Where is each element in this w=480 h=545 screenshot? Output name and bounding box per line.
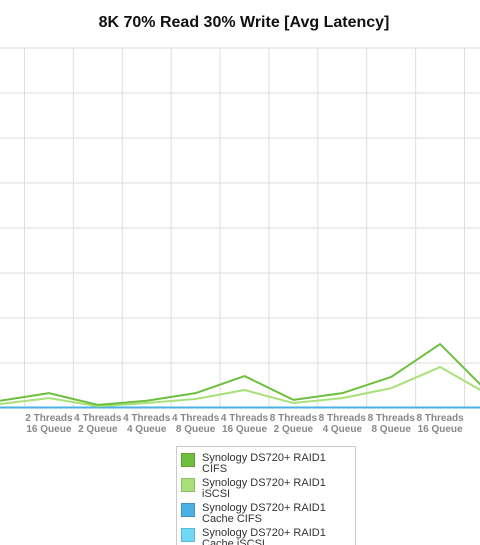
- x-tick-label: 8 Threads 4 Queue: [318, 413, 366, 435]
- series-line: [0, 343, 480, 406]
- legend: Synology DS720+ RAID1 CIFS Synology DS720…: [176, 446, 356, 545]
- legend-entry: Synology DS720+ RAID1 iSCSI: [181, 478, 351, 500]
- legend-swatch: [181, 528, 195, 542]
- x-tick-label: 2 Threads 16 Queue: [25, 413, 73, 435]
- legend-swatch: [181, 503, 195, 517]
- chart-title: 8K 70% Read 30% Write [Avg Latency]: [99, 14, 390, 31]
- x-tick-label: 4 Threads 8 Queue: [171, 413, 220, 435]
- x-tick-label: 4 Threads 2 Queue: [74, 413, 122, 435]
- legend-entry: Synology DS720+ RAID1 Cache iSCSI: [181, 528, 351, 545]
- legend-label: Synology DS720+ RAID1 Cache CIFS: [202, 502, 326, 525]
- legend-swatch: [181, 453, 195, 467]
- legend-label: Synology DS720+ RAID1 CIFS: [202, 452, 326, 475]
- x-tick-label: 8 Threads 16 Queue: [416, 413, 464, 435]
- legend-entry: Synology DS720+ RAID1 Cache CIFS: [181, 503, 351, 525]
- legend-entry: Synology DS720+ RAID1 CIFS: [181, 453, 351, 475]
- x-tick-label: 8 Threads 8 Queue: [367, 413, 415, 435]
- legend-label: Synology DS720+ RAID1 iSCSI: [202, 477, 326, 500]
- legend-swatch: [181, 478, 195, 492]
- legend-label: Synology DS720+ RAID1 Cache iSCSI: [202, 527, 326, 545]
- x-tick-label: 8 Threads 2 Queue: [269, 413, 318, 435]
- x-tick-label: 4 Threads 16 Queue: [220, 413, 269, 435]
- x-tick-label: 4 Threads 4 Queue: [123, 413, 171, 435]
- series-line: [0, 366, 480, 408]
